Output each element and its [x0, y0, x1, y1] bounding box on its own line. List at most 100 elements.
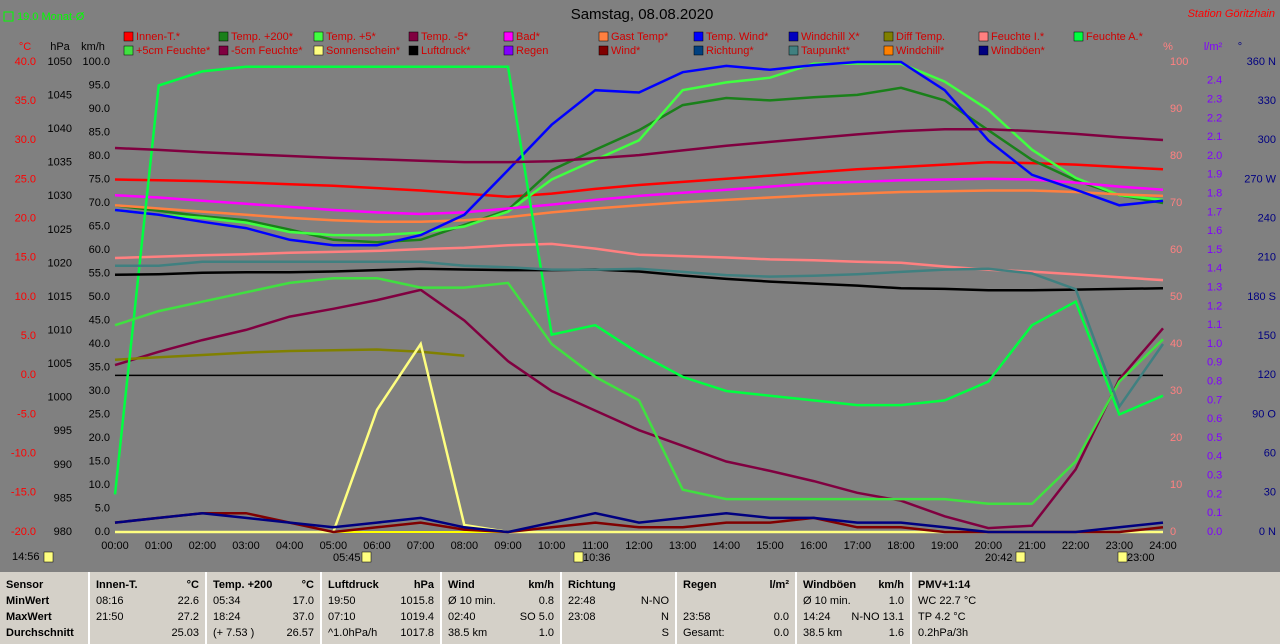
x-tick-label: 22:00: [1062, 540, 1090, 552]
y-tick-label: 25.0: [89, 408, 110, 420]
month-average: 19.0 Monat-Ø: [17, 11, 85, 23]
y-tick-label: 1.7: [1207, 206, 1222, 218]
legend-label: +5cm Feuchte*: [136, 45, 211, 57]
x-tick-label: 17:00: [844, 540, 872, 552]
legend-swatch: [788, 31, 799, 42]
block-header: PMV+1:14: [918, 577, 1274, 593]
y-tick-label: 1000: [48, 392, 72, 404]
y-tick-label: 2.4: [1207, 75, 1222, 87]
y-tick-label: 15.0: [15, 252, 36, 264]
y-tick-label: 90 O: [1252, 408, 1276, 420]
axis-unit: km/h: [81, 41, 105, 53]
stats-block: Luftdruck hPa 19:50 1015.8 07:10 1019.4 ^1.0hP…: [320, 572, 440, 644]
y-tick-label: 1015: [48, 291, 72, 303]
x-tick-label: 09:00: [494, 540, 522, 552]
y-tick-label: 1.6: [1207, 225, 1222, 237]
cell: 19:50: [328, 595, 356, 607]
block-header: Richtung: [568, 577, 669, 593]
x-tick-label: 16:00: [800, 540, 828, 552]
block-row: 23:08 N: [568, 609, 669, 625]
block-header: Regen l/m²: [683, 577, 789, 593]
y-tick-label: 1.9: [1207, 169, 1222, 181]
y-tick-label: 35.0: [89, 361, 110, 373]
y-tick-label: 50: [1170, 291, 1182, 303]
cell: MinWert: [6, 595, 50, 607]
stats-block: Wind km/h Ø 10 min. 0.8 02:40 SO 5.0 38.5 km 1.…: [440, 572, 560, 644]
y-tick-label: 1.0: [1207, 338, 1222, 350]
cell: WC 22.7 °C: [918, 595, 977, 607]
legend-label: Temp. -5*: [421, 31, 469, 43]
legend-swatch: [1073, 31, 1084, 42]
marker-label: 23:00: [1127, 552, 1155, 564]
cell: 08:16: [96, 595, 124, 607]
chart: 19.0 Monat-Ø Samstag, 08.08.2020 Station…: [3, 6, 1277, 564]
legend-swatch: [503, 31, 514, 42]
series-line: [114, 288, 1164, 530]
y-tick-label: 60: [1264, 448, 1276, 460]
cell: 1.6: [888, 627, 904, 639]
cell: N: [661, 611, 669, 623]
block-row: 05:34 17.0: [213, 593, 314, 609]
y-tick-label: 10: [1170, 479, 1182, 491]
y-tick-label: 0: [1170, 526, 1176, 538]
block-row: 25.03: [96, 625, 199, 641]
legend-label: Innen-T.*: [136, 31, 181, 43]
series-line: [114, 161, 1164, 198]
block-row: S: [568, 625, 669, 641]
y-tick-label: 95.0: [89, 79, 110, 91]
y-tick-label: 50.0: [89, 291, 110, 303]
block-unit: l/m²: [769, 579, 789, 591]
series-line: [115, 260, 1165, 410]
y-tick-label: 35.0: [15, 95, 36, 107]
y-tick-label: 0.0: [21, 369, 36, 381]
series-line: [113, 65, 1164, 495]
x-tick-label: 15:00: [756, 540, 784, 552]
cell: 1.0: [538, 627, 554, 639]
stats-block: Windböen km/h Ø 10 min. 1.0 14:24 N-NO 13.1 38…: [795, 572, 910, 644]
cell: 0.0: [773, 627, 789, 639]
y-tick-label: 2.3: [1207, 94, 1222, 106]
y-tick-label: 60: [1170, 244, 1182, 256]
legend-label: Feuchte I.*: [991, 31, 1045, 43]
x-tick-label: 01:00: [145, 540, 173, 552]
x-tick-label: 23:00: [1106, 540, 1134, 552]
legend-swatch: [408, 31, 419, 42]
cell: N-NO 13.1: [851, 611, 904, 623]
y-tick-label: 0.1: [1207, 507, 1222, 519]
cell: 18:24: [213, 611, 241, 623]
y-tick-label: 210: [1258, 252, 1276, 264]
legend-label: Wind*: [611, 45, 641, 57]
legend-label: Gast Temp*: [611, 31, 669, 43]
x-tick-label: 03:00: [232, 540, 260, 552]
series-line: [114, 511, 1164, 534]
y-tick-label: 75.0: [89, 173, 110, 185]
marker-icon: [43, 551, 54, 563]
series-line: [114, 276, 1164, 506]
y-tick-label: 0.8: [1207, 376, 1222, 388]
marker-label: 10:36: [583, 552, 611, 564]
y-tick-label: 10.0: [89, 479, 110, 491]
cell: Durchschnitt: [6, 627, 74, 639]
y-tick-label: 2.0: [1207, 150, 1222, 162]
block-row: ^1.0hPa/h 1017.8: [328, 625, 434, 641]
y-tick-label: 70: [1170, 197, 1182, 209]
cell: TP 4.2 °C: [918, 611, 966, 623]
y-tick-label: -20.0: [11, 526, 36, 538]
cell: 23:08: [568, 611, 596, 623]
legend-swatch: [598, 31, 609, 42]
y-tick-label: 0.6: [1207, 413, 1222, 425]
block-unit: hPa: [413, 579, 434, 591]
block-title: Wind: [448, 579, 475, 591]
cell: 38.5 km: [803, 627, 843, 639]
legend-swatch: [123, 45, 134, 56]
cell: 05:34: [213, 595, 241, 607]
block-row: 38.5 km 1.6: [803, 625, 904, 641]
y-tick-label: -10.0: [11, 448, 36, 460]
y-tick-label: 300: [1258, 134, 1276, 146]
block-title: Temp. +200: [213, 579, 273, 591]
block-row: 22:48 N-NO: [568, 593, 669, 609]
cell: 0.0: [773, 611, 789, 623]
series-line: [114, 267, 1164, 292]
axis-unit: °C: [19, 41, 31, 53]
y-tick-label: 20.0: [15, 213, 36, 225]
